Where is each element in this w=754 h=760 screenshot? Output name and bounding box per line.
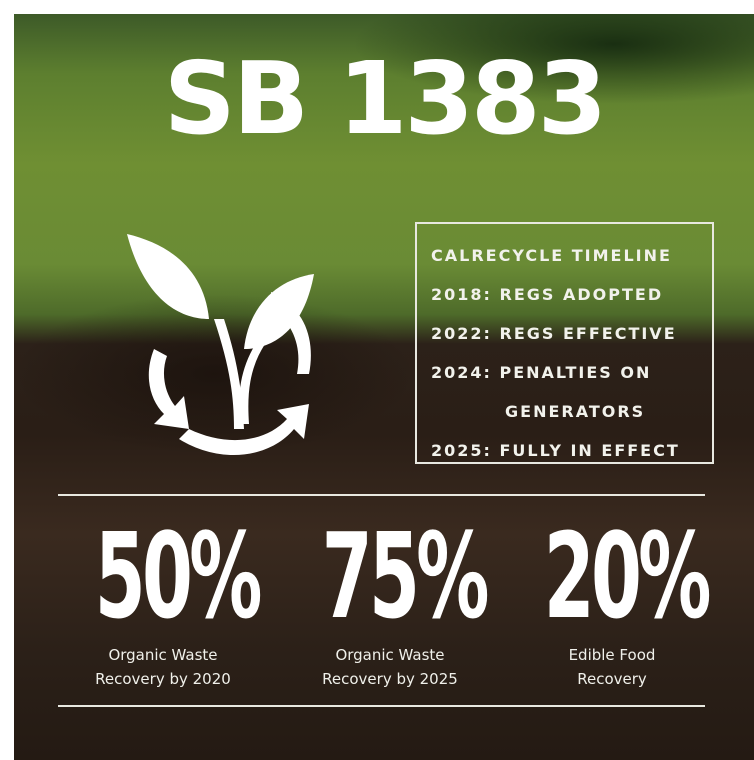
title: SB 1383	[14, 44, 754, 154]
timeline-item: 2018: REGS ADOPTED	[431, 275, 702, 314]
infographic: SB 1383 CALRECYCLE TIMELINE 2018: REGS A…	[14, 14, 754, 760]
divider	[58, 705, 705, 707]
divider	[58, 494, 705, 496]
timeline-heading: CALRECYCLE TIMELINE	[431, 236, 702, 275]
timeline-box: CALRECYCLE TIMELINE 2018: REGS ADOPTED 2…	[415, 222, 714, 464]
stat: 75% Organic Waste Recovery by 2025	[280, 514, 500, 691]
stat: 20% Edible Food Recovery	[502, 514, 722, 691]
stat-label: Organic Waste Recovery by 2025	[305, 643, 475, 691]
page: SB 1383 CALRECYCLE TIMELINE 2018: REGS A…	[0, 0, 754, 760]
stat-label: Edible Food Recovery	[552, 643, 672, 691]
stat-value: 20%	[544, 514, 680, 639]
timeline-item: 2024: PENALTIES ON GENERATORS	[431, 353, 754, 431]
stat-label: Organic Waste Recovery by 2020	[78, 643, 248, 691]
stat-value: 50%	[95, 514, 231, 639]
timeline-item: 2025: FULLY IN EFFECT	[431, 431, 702, 470]
stat-value: 75%	[322, 514, 458, 639]
recycle-leaf-icon	[109, 224, 349, 464]
stat: 50% Organic Waste Recovery by 2020	[53, 514, 273, 691]
timeline-item: 2022: REGS EFFECTIVE	[431, 314, 702, 353]
